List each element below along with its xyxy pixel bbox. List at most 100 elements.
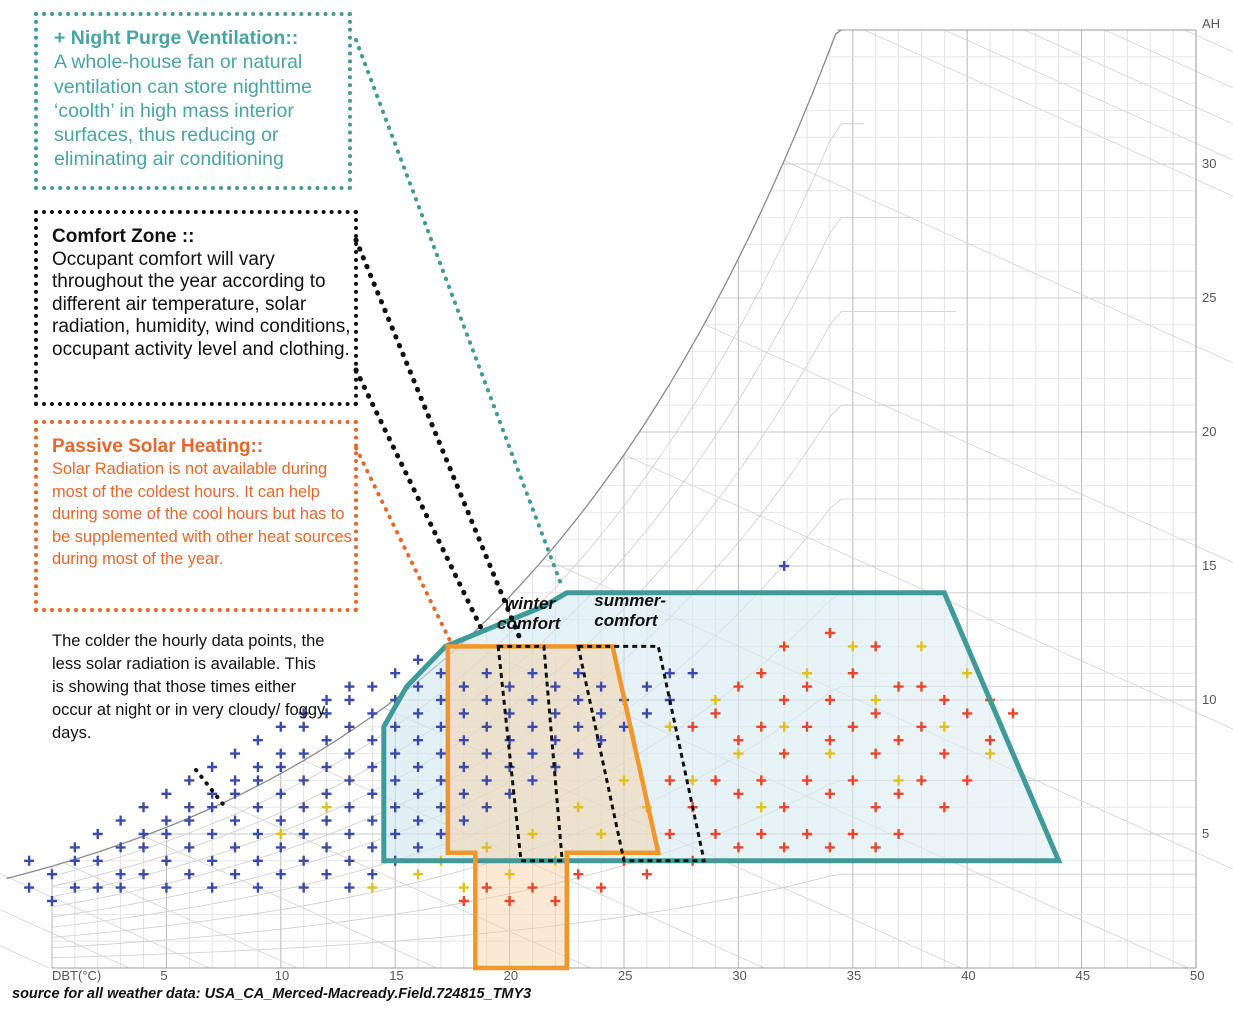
data-point-mid	[664, 721, 675, 732]
data-point-cold	[207, 829, 218, 839]
data-point-mid	[893, 775, 904, 786]
data-point-cold	[321, 788, 332, 799]
data-point-cold	[596, 708, 607, 719]
data-point-cold	[138, 802, 149, 813]
night-purge-leader	[354, 38, 565, 590]
data-point-cold	[230, 842, 241, 853]
data-point-cold	[413, 654, 424, 665]
cold-points-note: The colder the hourly data points, the l…	[52, 632, 326, 742]
data-point-cold	[481, 695, 492, 705]
data-point-cold	[367, 869, 378, 880]
data-point-warm	[779, 641, 790, 652]
passive-solar-note: Passive Solar Heating:: Solar Radiation …	[34, 420, 358, 612]
data-point-mid	[367, 882, 378, 893]
data-point-cold	[527, 748, 538, 759]
data-point-warm	[962, 708, 973, 719]
night-purge-zone-fill	[383, 592, 1059, 861]
data-point-cold	[390, 668, 401, 679]
data-point-cold	[435, 829, 446, 839]
leader-lines	[194, 38, 565, 810]
data-point-warm	[847, 829, 858, 839]
data-point-cold	[550, 681, 561, 692]
data-point-warm	[687, 721, 698, 732]
x-tick-label: 35	[847, 968, 861, 983]
data-point-warm	[824, 842, 835, 853]
data-point-warm	[870, 641, 881, 652]
y-tick-label: 15	[1202, 558, 1216, 573]
data-point-mid	[481, 842, 492, 853]
data-point-warm	[847, 668, 858, 679]
data-point-mid	[985, 748, 996, 759]
enthalpy-line	[303, 760, 765, 969]
data-point-cold	[435, 748, 446, 759]
data-point-cold	[504, 681, 515, 692]
data-point-cold	[390, 748, 401, 759]
enthalpy-line	[63, 862, 298, 969]
data-point-cold	[367, 762, 378, 772]
data-point-cold	[321, 708, 332, 719]
enthalpy-line	[703, 323, 1233, 563]
data-point-cold	[298, 721, 309, 732]
enthalpy-line	[223, 802, 592, 969]
data-point-cold	[184, 869, 195, 880]
y-tick-label: 5	[1202, 826, 1209, 841]
data-point-cold	[481, 668, 492, 679]
data-point-cold	[435, 668, 446, 679]
data-point-cold	[207, 882, 218, 893]
data-point-cold	[481, 802, 492, 813]
data-point-cold	[344, 802, 355, 813]
data-point-warm	[664, 775, 675, 786]
data-point-warm	[870, 842, 881, 853]
data-point-warm	[527, 882, 538, 893]
y-tick-label: 10	[1202, 692, 1216, 707]
data-point-cold	[298, 882, 309, 893]
x-tick-label: 25	[618, 968, 632, 983]
enthalpy-line	[143, 835, 437, 969]
data-point-mid	[870, 695, 881, 705]
data-point-cold	[481, 748, 492, 759]
data-point-cold	[573, 668, 584, 679]
night-purge-title: + Night Purge Ventilation::	[54, 27, 299, 49]
zone-outlines	[381, 590, 1063, 971]
data-point-cold	[47, 869, 57, 880]
data-point-warm	[824, 735, 835, 746]
x-tick-label: 50	[1190, 968, 1204, 983]
data-point-cold	[184, 802, 195, 813]
data-point-cold	[115, 882, 126, 893]
night-purge-zone-outline	[381, 590, 1063, 864]
data-point-cold	[367, 788, 378, 799]
data-point-cold	[413, 788, 424, 799]
data-point-cold	[481, 721, 492, 732]
data-point-warm	[1007, 708, 1018, 719]
x-tick-label: 30	[732, 968, 746, 983]
enthalpy-line	[0, 873, 210, 969]
data-point-cold	[24, 882, 35, 893]
enthalpy-line	[864, 29, 1233, 197]
data-point-cold	[321, 695, 332, 705]
x-tick-label: 5	[160, 968, 167, 983]
data-point-cold	[344, 882, 355, 893]
data-point-cold	[69, 882, 80, 893]
data-point-cold	[344, 775, 355, 786]
data-point-warm	[802, 721, 813, 732]
data-point-warm	[573, 869, 584, 880]
data-point-warm	[893, 788, 904, 799]
data-point-cold	[161, 815, 172, 826]
data-point-warm	[893, 735, 904, 746]
data-point-warm	[893, 681, 904, 692]
data-point-cold	[275, 788, 286, 799]
data-point-warm	[802, 829, 813, 839]
data-point-warm	[733, 681, 744, 692]
comfort-zone-body: Occupant comfort will vary throughout th…	[52, 248, 351, 360]
data-point-mid	[527, 829, 538, 839]
data-point-cold	[779, 561, 790, 571]
data-point-cold	[573, 695, 584, 705]
cold-points-leader	[194, 768, 228, 810]
data-point-cold	[275, 842, 286, 853]
data-point-cold	[161, 788, 172, 799]
data-point-warm	[939, 748, 950, 759]
data-point-cold	[458, 681, 469, 692]
data-point-warm	[481, 882, 492, 893]
axis-ticks: DBT(°C) 5 10 15 20 25 30 35 40 45 50 AH 5 10 15 20 25 30	[52, 16, 1220, 983]
data-point-cold	[184, 842, 195, 853]
